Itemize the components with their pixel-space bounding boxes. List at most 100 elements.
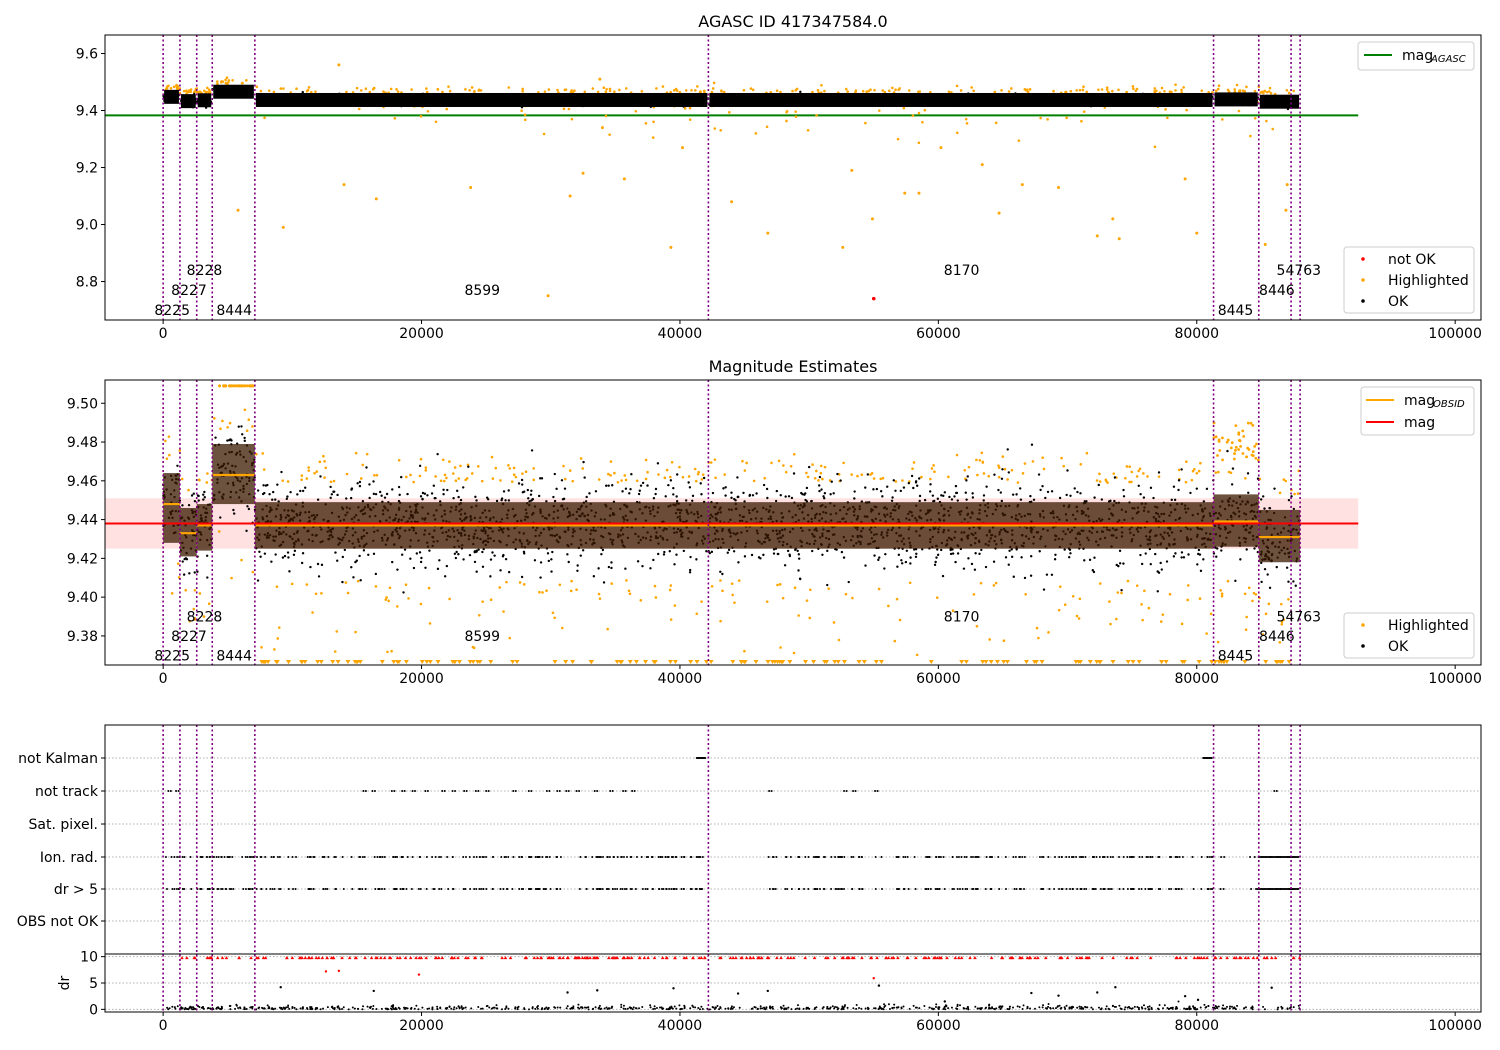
highlighted-point	[1216, 640, 1220, 644]
highlighted-point	[1010, 468, 1014, 472]
highlighted-point	[712, 81, 716, 85]
not-track-point	[441, 790, 444, 792]
highlighted-clipped-marker	[619, 660, 625, 664]
highlighted-point	[713, 127, 717, 130]
ion-rad-point	[438, 856, 441, 858]
ok-point	[280, 470, 283, 474]
highlighted-outlier	[766, 231, 770, 235]
highlighted-point	[1180, 88, 1183, 92]
ok-point	[468, 553, 472, 557]
ok-point	[799, 90, 802, 94]
ok-point	[443, 99, 446, 102]
ion-rad-point	[434, 856, 437, 858]
ok-point	[1162, 96, 1166, 100]
ok-point	[966, 475, 969, 478]
not-track-point	[622, 790, 625, 792]
ion-rad-point	[985, 856, 988, 858]
ok-point	[287, 556, 290, 559]
highlighted-point	[277, 626, 281, 629]
ok-point	[547, 559, 551, 563]
ok-point	[971, 496, 975, 499]
highlighted-point	[872, 477, 876, 480]
highlighted-point	[684, 89, 688, 92]
ok-point	[372, 552, 376, 556]
highlighted-point	[553, 616, 556, 620]
highlighted-point	[490, 455, 494, 459]
highlighted-point	[1242, 434, 1246, 438]
highlighted-point	[522, 583, 526, 586]
highlighted-point	[967, 465, 971, 469]
ok-point	[1034, 103, 1038, 106]
panel2-obsid-label: 8227	[171, 629, 207, 645]
highlighted-point	[1217, 84, 1221, 88]
ok-point	[1067, 556, 1071, 559]
ok-point	[1277, 99, 1280, 102]
highlighted-point	[541, 591, 544, 594]
dr-gt-5-point	[774, 888, 777, 890]
ion-rad-point	[767, 856, 770, 858]
ok-point	[965, 498, 968, 501]
ion-rad-point	[431, 856, 434, 858]
ok-point	[1239, 98, 1242, 101]
ok-point	[1117, 98, 1121, 102]
dr-gt-5-point	[183, 888, 186, 890]
ok-point	[445, 564, 449, 568]
ok-point	[429, 99, 432, 103]
ok-point	[1058, 496, 1062, 500]
ok-point	[1226, 449, 1229, 453]
ok-point	[1189, 491, 1192, 495]
ok-point	[1020, 102, 1023, 105]
ok-point	[361, 97, 364, 101]
ok-point	[1172, 485, 1176, 488]
ok-point	[489, 575, 492, 578]
ok-point	[214, 88, 218, 91]
highlighted-point	[1140, 603, 1143, 606]
ok-point	[415, 552, 419, 555]
ok-point	[1054, 553, 1057, 556]
ok-point	[243, 439, 246, 443]
highlighted-point	[1065, 116, 1068, 120]
highlighted-point	[610, 582, 613, 585]
ok-point	[286, 551, 290, 554]
ion-rad-point	[394, 856, 397, 858]
ok-point	[457, 495, 460, 499]
highlighted-point	[987, 474, 990, 478]
highlighted-clipped-marker	[633, 660, 639, 664]
highlighted-point	[606, 627, 609, 631]
ok-point	[914, 555, 918, 559]
highlighted-clipped-marker	[861, 660, 867, 664]
highlighted-clipped-marker	[614, 660, 620, 664]
ok-point	[606, 98, 609, 101]
dr-gt-5-point	[491, 888, 494, 890]
ok-point	[797, 102, 800, 106]
highlighted-point	[959, 89, 963, 92]
ok-point	[744, 103, 748, 106]
highlighted-point	[295, 87, 298, 91]
ok-point	[650, 97, 653, 100]
ok-point	[203, 490, 206, 494]
not-track-point	[443, 790, 446, 792]
ok-point	[187, 503, 191, 507]
highlighted-point	[439, 479, 443, 483]
ok-point	[988, 97, 991, 100]
ok-point	[909, 562, 912, 565]
ok-point	[1211, 95, 1214, 99]
highlighted-point	[709, 461, 713, 464]
highlighted-clipped-marker	[510, 660, 516, 664]
ok-point	[182, 573, 186, 576]
ok-point	[963, 96, 966, 100]
ok-point	[675, 499, 679, 503]
highlighted-point	[1111, 89, 1114, 93]
ion-rad-point	[1021, 856, 1024, 858]
highlighted-point	[869, 88, 872, 91]
ion-rad-point	[485, 856, 488, 858]
dr-gt-5-point	[1019, 888, 1022, 890]
highlighted-point	[797, 614, 800, 617]
ok-point	[562, 497, 566, 501]
highlighted-outlier	[600, 126, 604, 130]
dr-gt-5-point	[438, 888, 441, 890]
highlighted-point	[418, 474, 422, 478]
dr-gt-5-point	[271, 888, 274, 890]
ion-rad-point	[217, 856, 220, 858]
ok-point	[679, 100, 682, 103]
